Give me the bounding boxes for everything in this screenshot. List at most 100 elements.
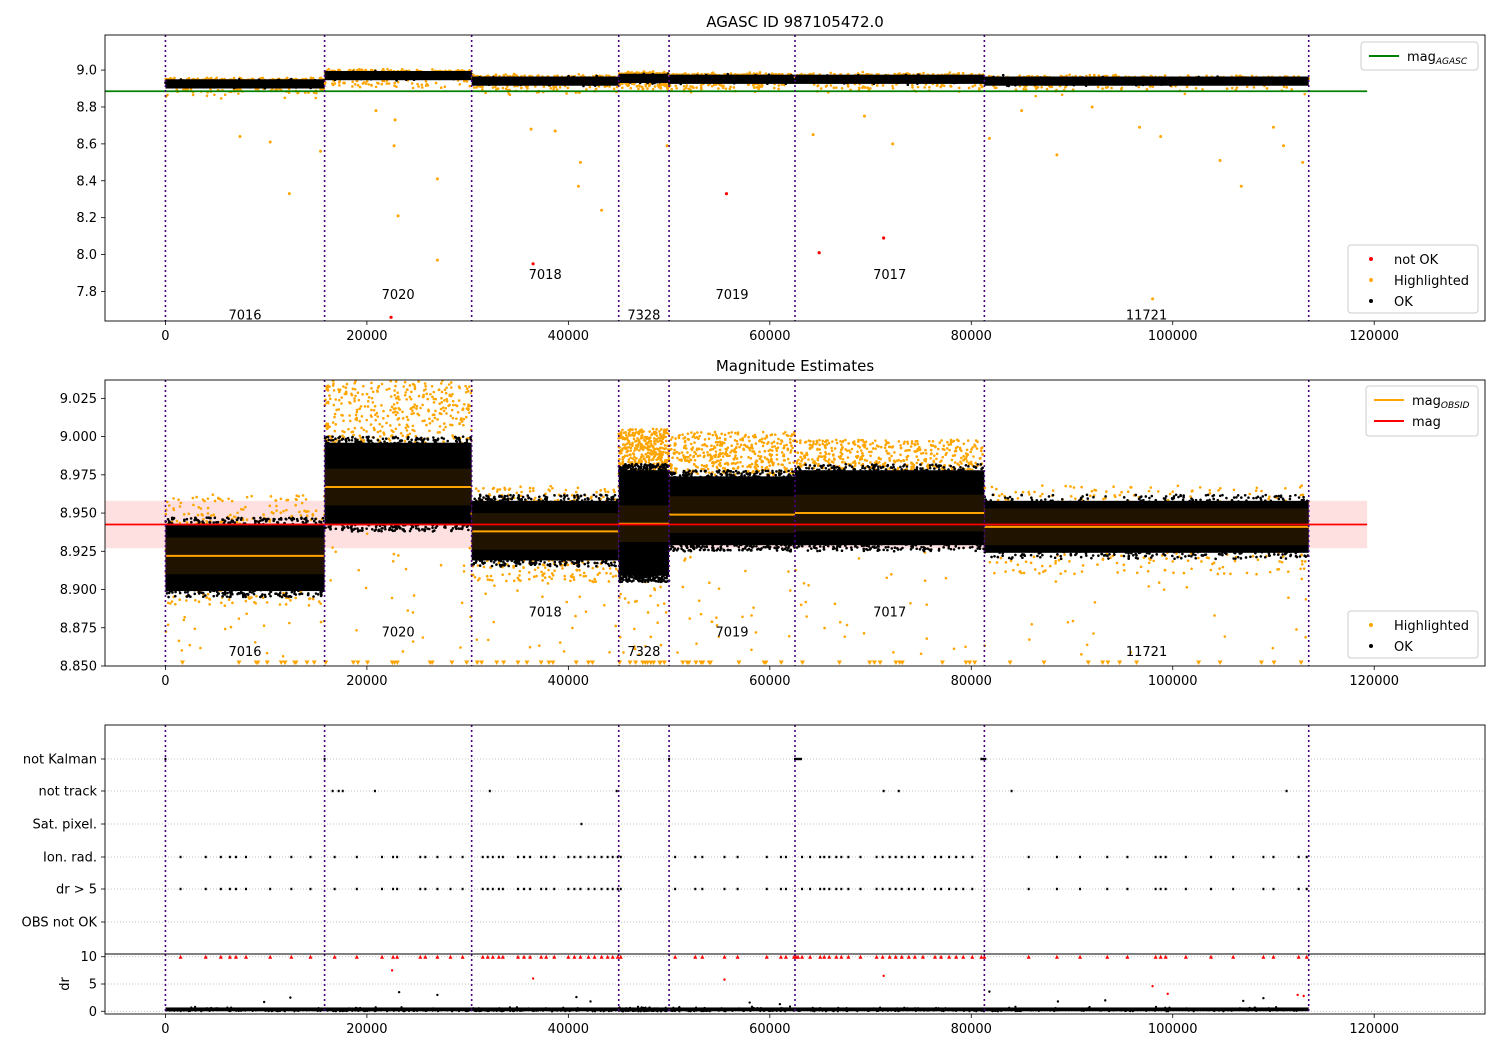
ok-point [287, 516, 291, 520]
ok-point [306, 81, 310, 85]
ok-point [704, 77, 708, 80]
ok-point [1293, 80, 1296, 83]
highlighted-point [382, 433, 386, 436]
ok-point [432, 436, 435, 439]
ok-point [919, 77, 923, 81]
ok-point [216, 85, 219, 89]
highlighted-point [432, 390, 436, 394]
highlighted-point [445, 386, 448, 389]
highlighted-point [303, 509, 306, 513]
highlighted-point [371, 390, 375, 394]
highlighted-point [185, 599, 188, 602]
highlighted-point [555, 88, 559, 91]
highlighted-point [391, 559, 395, 563]
ok-point [1278, 79, 1281, 83]
highlighted-point [425, 423, 428, 427]
ok-point [683, 80, 687, 84]
highlighted-point [327, 67, 330, 71]
highlighted-point [213, 499, 217, 503]
highlighted-point [245, 495, 249, 499]
ok-point [748, 77, 752, 80]
ok-point [1255, 78, 1259, 82]
highlighted-point [360, 68, 364, 71]
ok-point [350, 75, 354, 78]
ok-point [872, 82, 876, 86]
ok-point [431, 526, 434, 530]
ok-point [1141, 83, 1145, 87]
ok-point [302, 587, 305, 590]
obsid-label: 7018 [529, 268, 562, 283]
ok-point [1011, 81, 1014, 84]
highlighted-point [331, 546, 334, 549]
ok-point [185, 517, 189, 521]
ok-point [977, 76, 980, 79]
ok-point [225, 516, 229, 520]
highlighted-point [1071, 88, 1075, 92]
highlighted-point [187, 512, 191, 516]
y-tick-label: 9.0 [76, 64, 97, 79]
highlighted-point [385, 421, 388, 425]
highlighted-point [394, 380, 398, 383]
highlighted-point [424, 80, 428, 83]
x-tick-label: 60000 [749, 329, 790, 344]
ok-point [663, 75, 667, 79]
highlighted-point [236, 511, 239, 515]
highlighted-point [450, 386, 453, 389]
highlighted-point [409, 407, 413, 411]
highlighted-point [594, 87, 598, 91]
highlighted-point [529, 127, 533, 131]
highlighted-point [370, 386, 373, 390]
highlighted-point [1282, 85, 1286, 88]
highlighted-point [332, 389, 336, 392]
ok-point [285, 588, 288, 592]
ok-point [1201, 81, 1204, 85]
highlighted-point [451, 399, 455, 403]
highlighted-point [234, 515, 237, 519]
highlighted-point [337, 398, 341, 402]
ok-point [431, 73, 435, 77]
ok-point [888, 77, 891, 81]
highlighted-point [978, 88, 981, 92]
ok-point [822, 81, 826, 84]
ok-point [638, 75, 642, 79]
ok-point [964, 80, 968, 84]
ok-point [1172, 80, 1175, 84]
highlighted-point [565, 92, 568, 95]
highlighted-point [297, 495, 301, 498]
ok-point [986, 82, 989, 86]
highlighted-point [390, 429, 393, 432]
ok-point [404, 444, 408, 447]
ok-point [676, 75, 679, 78]
highlighted-point [1218, 158, 1222, 162]
ok-point [948, 74, 952, 77]
ok-point [277, 518, 281, 521]
ok-point [766, 82, 769, 86]
highlighted-point [948, 71, 952, 74]
highlighted-point [1290, 88, 1294, 91]
highlighted-point [355, 79, 359, 83]
ok-point [319, 80, 322, 84]
highlighted-point [459, 646, 462, 649]
ok-point [1013, 80, 1017, 83]
ok-point [1080, 76, 1084, 79]
ok-point [954, 79, 958, 83]
ok-point [1179, 79, 1182, 82]
highlighted-point [331, 82, 334, 86]
ok-point [278, 594, 282, 598]
ok-point [193, 81, 197, 84]
ok-point [285, 524, 289, 528]
ok-point [263, 593, 267, 597]
highlighted-point [434, 397, 438, 401]
highlighted-point [846, 83, 850, 87]
ok-point [382, 72, 385, 75]
highlighted-point [237, 617, 241, 620]
ok-point [278, 83, 282, 87]
not-ok-point [724, 192, 729, 196]
ok-point [843, 76, 846, 80]
highlighted-point [410, 82, 414, 85]
ok-point [774, 75, 778, 79]
highlighted-point [393, 389, 396, 392]
ok-point [726, 72, 730, 76]
highlighted-point [867, 88, 871, 91]
ok-point [282, 587, 285, 591]
